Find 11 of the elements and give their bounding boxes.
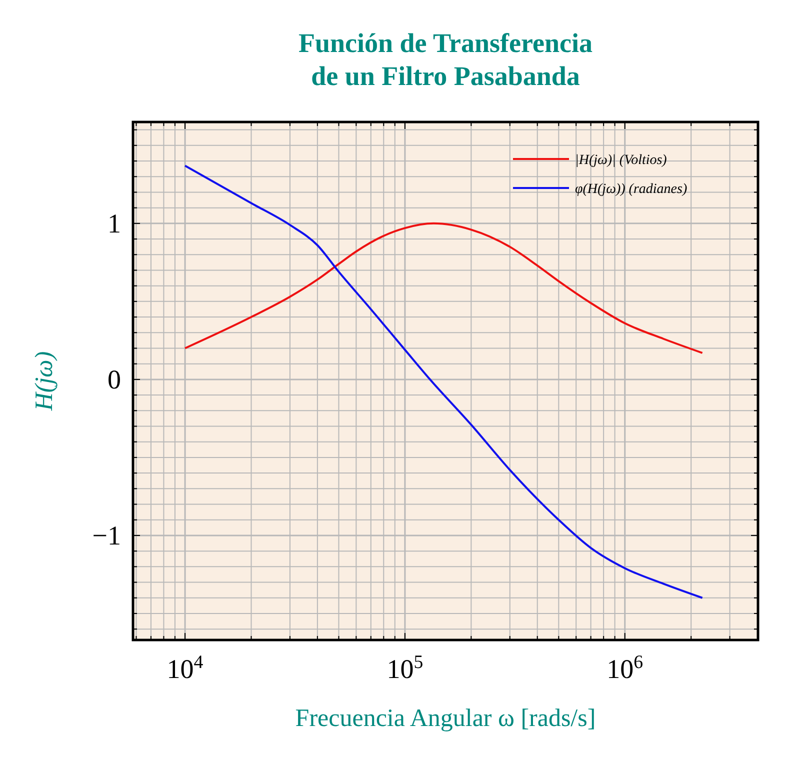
legend-label: |H(jω)| (Voltios) xyxy=(575,153,668,168)
legend-label: φ(H(jω)) (radianes) xyxy=(575,182,688,197)
y-tick-label: 0 xyxy=(108,364,121,394)
y-axis-title: H(jω) xyxy=(31,351,58,412)
y-tick-label: 1 xyxy=(108,208,121,238)
x-tick-label: 10$^{6}$ xyxy=(606,652,644,684)
x-tick-label: 10$^{4}$ xyxy=(166,652,204,684)
x-axis-title: Frecuencia Angular ω [rads/s] xyxy=(295,705,596,732)
chart-title: Función de Transferencia de un Filtro Pasabanda xyxy=(298,28,593,91)
y-tick-label: −1 xyxy=(92,520,121,550)
x-tick-label: 10$^{5}$ xyxy=(386,652,424,684)
